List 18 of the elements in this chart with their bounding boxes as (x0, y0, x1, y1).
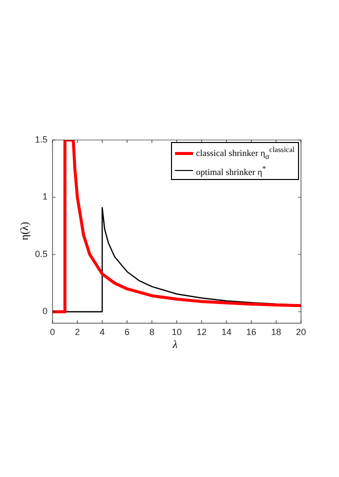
x-axis-title: λ (172, 339, 178, 352)
x-tick-label: 14 (221, 327, 232, 338)
x-tick-label: 4 (100, 327, 105, 338)
x-tick-label: 20 (296, 327, 306, 338)
x-tick-label: 6 (124, 327, 130, 338)
x-tick-label: 12 (196, 327, 207, 338)
x-tick-label: 0 (50, 327, 56, 338)
y-tick-label: 1 (42, 192, 48, 202)
x-tick-label: 2 (74, 327, 80, 338)
legend-label: optimal shrinker η$^{*}$ (196, 162, 266, 178)
y-tick-label: 0 (42, 306, 48, 316)
y-tick-label: 1.5 (34, 134, 48, 144)
x-tick-label: 16 (246, 327, 256, 338)
y-axis-title: η(λ) (18, 221, 31, 240)
y-tick-label: 0.5 (34, 248, 48, 259)
x-tick-label: 18 (271, 327, 282, 338)
x-tick-label: 10 (172, 327, 182, 338)
x-tick-label: 8 (149, 327, 154, 338)
